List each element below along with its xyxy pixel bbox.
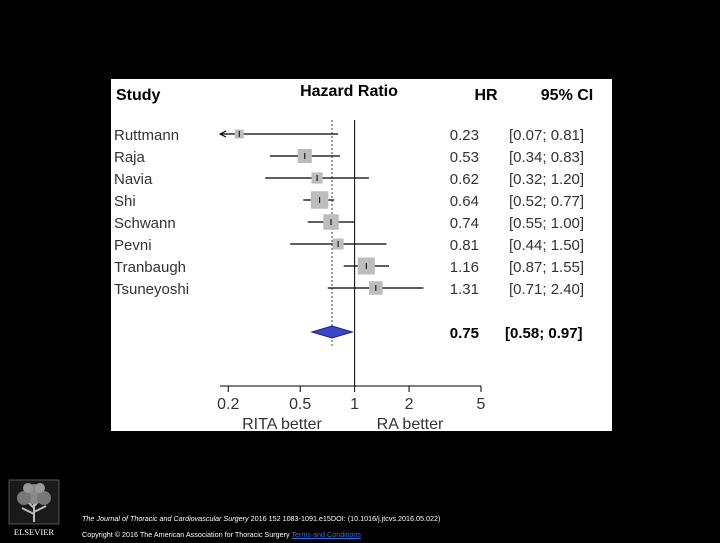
- ci-truncation-arrow: [218, 130, 227, 138]
- copyright-text: Copyright © 2016 The American Associatio…: [82, 530, 292, 539]
- xlabel-right: RA better: [377, 416, 444, 431]
- ci-value: [0.44; 1.50]: [509, 237, 584, 254]
- ci-value: [0.52; 0.77]: [509, 193, 584, 210]
- forest-plot-figure: Study Hazard Ratio HR 95% CI Ruttmann 0.23 [0.…: [111, 79, 612, 431]
- hr-value: 0.53: [450, 149, 479, 166]
- citation-line: The Journal of Thoracic and Cardiovascul…: [82, 514, 440, 523]
- study-label: Navia: [114, 171, 153, 188]
- study-label: Pevni: [114, 237, 152, 254]
- hr-value: 0.64: [450, 193, 479, 210]
- study-label: Schwann: [114, 215, 176, 232]
- header-hr: HR: [474, 87, 498, 104]
- ci-value: [0.07; 0.81]: [509, 127, 584, 144]
- elsevier-logo: ELSEVIER: [6, 478, 62, 538]
- header-ci: 95% CI: [541, 87, 593, 104]
- ci-value: [0.34; 0.83]: [509, 149, 584, 166]
- ci-value: [0.32; 1.20]: [509, 171, 584, 188]
- x-tick-label: 2: [405, 396, 414, 413]
- x-tick-label: 1: [350, 396, 359, 413]
- terms-link[interactable]: Terms and Conditions: [291, 530, 361, 539]
- x-tick-label: 0.2: [217, 396, 239, 413]
- ci-value: [0.55; 1.00]: [509, 215, 584, 232]
- xlabel-left: RITA better: [242, 416, 322, 431]
- hr-value: 0.23: [450, 127, 479, 144]
- hr-value: 0.74: [450, 215, 479, 232]
- ci-value: [0.87; 1.55]: [509, 259, 584, 276]
- hr-value: 0.62: [450, 171, 479, 188]
- pooled-diamond: [310, 325, 355, 339]
- study-label: Shi: [114, 193, 136, 210]
- study-label: Raja: [114, 149, 146, 166]
- journal-name: The Journal of Thoracic and Cardiovascul…: [82, 514, 249, 523]
- study-label: Tranbaugh: [114, 259, 186, 276]
- elsevier-wordmark: ELSEVIER: [14, 527, 54, 537]
- hr-value: 1.16: [450, 259, 479, 276]
- header-study: Study: [116, 87, 161, 104]
- ci-value: [0.71; 2.40]: [509, 281, 584, 298]
- pooled-hr-value: 0.75: [450, 325, 479, 342]
- header-hazard-ratio: Hazard Ratio: [300, 83, 398, 100]
- forest-plot: Study Hazard Ratio HR 95% CI Ruttmann 0.23 [0.…: [114, 83, 593, 431]
- x-tick-label: 0.5: [289, 396, 311, 413]
- study-label: Ruttmann: [114, 127, 179, 144]
- hr-value: 0.81: [450, 237, 479, 254]
- citation-details: 2016 152 1083-1091.e15DOI: (10.1016/j.jt…: [248, 514, 441, 523]
- copyright-line: Copyright © 2016 The American Associatio…: [82, 530, 361, 539]
- x-tick-label: 5: [477, 396, 486, 413]
- study-label: Tsuneyoshi: [114, 281, 189, 298]
- pooled-ci-value: [0.58; 0.97]: [505, 325, 583, 342]
- hr-value: 1.31: [450, 281, 479, 298]
- elsevier-tree-icon: ELSEVIER: [8, 479, 60, 537]
